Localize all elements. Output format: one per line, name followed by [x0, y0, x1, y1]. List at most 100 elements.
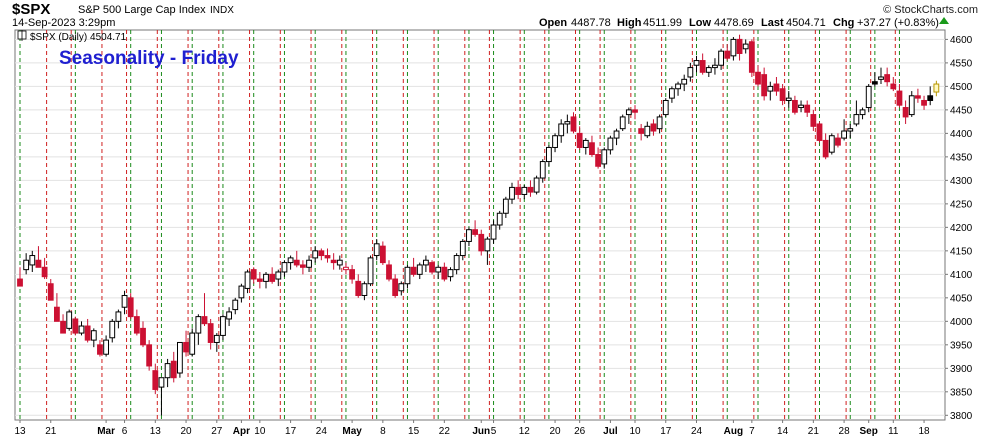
candle — [392, 274, 399, 298]
x-tick-label: 6 — [122, 426, 128, 437]
candle — [755, 65, 761, 87]
candle — [761, 67, 768, 101]
y-tick-label: 3850 — [950, 387, 973, 398]
candle — [435, 264, 442, 280]
candle — [878, 67, 884, 85]
chg-label: Chg — [833, 17, 854, 29]
candle — [17, 267, 23, 287]
y-tick-label: 3900 — [950, 364, 973, 375]
candle — [607, 135, 614, 155]
exchange-text: INDX — [210, 5, 234, 16]
candle — [533, 175, 540, 195]
candle — [41, 257, 48, 280]
candle — [177, 341, 183, 378]
up-arrow-icon — [939, 17, 949, 24]
candle — [847, 123, 854, 139]
x-tick-label: 24 — [691, 426, 703, 437]
candle — [207, 318, 214, 350]
candle — [582, 138, 589, 155]
x-tick-label: 13 — [150, 426, 162, 437]
candle — [773, 76, 780, 96]
candle — [189, 328, 196, 357]
candle — [60, 314, 66, 334]
candle — [613, 128, 620, 146]
y-tick-label: 4200 — [950, 223, 973, 234]
candle — [558, 119, 565, 143]
x-tick-label: 12 — [519, 426, 531, 437]
candle — [908, 91, 915, 117]
x-tick-label: Sep — [860, 426, 878, 437]
candle — [502, 196, 509, 218]
candle — [133, 309, 140, 336]
candle — [453, 253, 460, 275]
candle — [748, 39, 755, 77]
candle — [509, 182, 515, 204]
x-tick-label: 17 — [660, 426, 672, 437]
plot-area — [14, 29, 946, 421]
candle — [318, 248, 325, 261]
candle — [287, 255, 294, 270]
candle — [527, 180, 534, 197]
candle — [890, 76, 897, 92]
symbol-text: $SPX — [12, 1, 50, 18]
candle — [865, 84, 872, 113]
y-tick-label: 4500 — [950, 82, 973, 93]
candle — [226, 307, 232, 327]
x-tick-label: 10 — [629, 426, 641, 437]
candle — [853, 100, 860, 127]
candle — [662, 98, 669, 117]
candle — [921, 95, 927, 110]
candle — [730, 37, 737, 61]
y-tick-label: 4000 — [950, 317, 973, 328]
candle — [687, 62, 694, 82]
candle — [656, 114, 663, 134]
candle — [724, 44, 731, 61]
x-tick-label: 28 — [839, 426, 851, 437]
candle — [650, 119, 657, 136]
x-tick-label: 24 — [316, 426, 328, 437]
candle — [115, 309, 122, 329]
x-tick-label: 17 — [285, 426, 297, 437]
y-tick-label: 4400 — [950, 129, 973, 140]
candle — [238, 283, 245, 303]
candle — [127, 293, 134, 319]
candle — [699, 53, 706, 75]
candle — [429, 260, 435, 275]
candle — [785, 91, 792, 108]
y-tick-label: 4600 — [950, 35, 973, 46]
x-tick-label: 8 — [380, 426, 386, 437]
candle — [410, 257, 417, 277]
candle — [515, 180, 522, 200]
candle — [121, 290, 128, 315]
candle — [841, 119, 848, 141]
candle — [705, 65, 712, 77]
candle — [718, 48, 725, 70]
x-tick-label: 22 — [439, 426, 451, 437]
candle — [669, 86, 675, 103]
candle — [478, 229, 485, 256]
candle — [195, 314, 202, 345]
chg-value: +37.27 (+0.83%) — [857, 17, 939, 29]
candle — [466, 227, 472, 247]
candle — [902, 100, 909, 124]
candle — [822, 133, 829, 160]
candle — [373, 239, 380, 261]
grid-layer — [15, 38, 945, 416]
candle — [423, 255, 429, 272]
candle — [398, 281, 405, 296]
candle — [416, 262, 423, 280]
candle — [490, 220, 497, 244]
candle — [859, 107, 866, 120]
candle — [72, 316, 79, 336]
candle — [355, 274, 362, 298]
x-tick-label: Jul — [603, 426, 618, 437]
candle — [293, 250, 300, 268]
candle — [927, 86, 934, 106]
candle — [693, 55, 700, 73]
x-tick-label: Aug — [724, 426, 743, 437]
candle — [330, 253, 337, 270]
candle — [103, 335, 109, 357]
candle — [269, 267, 276, 284]
candle — [66, 309, 73, 331]
candle — [589, 135, 595, 157]
